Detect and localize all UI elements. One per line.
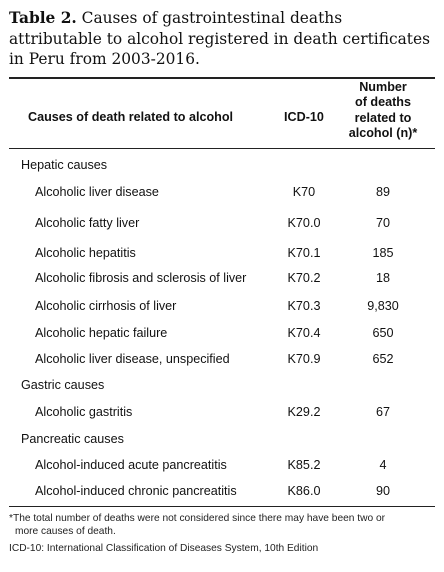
row-icd: K85.2 bbox=[287, 458, 321, 472]
row-icd: K70.9 bbox=[287, 352, 321, 366]
table-title: Causes of gastrointestinal deaths attrib… bbox=[9, 9, 430, 68]
header-number-of-deaths: Number of deaths related to alcohol (n)* bbox=[338, 80, 428, 142]
row-count: 90 bbox=[375, 484, 390, 498]
row-cause: Alcoholic liver disease, unspecified bbox=[35, 352, 230, 366]
row-count: 185 bbox=[372, 246, 394, 260]
row-icd: K70.0 bbox=[287, 216, 321, 230]
row-count: 89 bbox=[375, 185, 390, 199]
row-count: 650 bbox=[372, 326, 394, 340]
header-cause: Causes of death related to alcohol bbox=[28, 110, 234, 124]
table-number: Table 2. bbox=[9, 9, 77, 27]
header-n-line1: Number bbox=[359, 80, 407, 94]
row-icd: K70 bbox=[292, 185, 316, 199]
group-label-hepatic: Hepatic causes bbox=[21, 158, 108, 172]
row-count: 652 bbox=[372, 352, 394, 366]
row-cause: Alcoholic liver disease bbox=[35, 185, 159, 199]
footnote-icd: ICD-10: International Classification of … bbox=[9, 543, 319, 554]
table-caption: Table 2. Causes of gastrointestinal deat… bbox=[9, 8, 437, 70]
row-count: 67 bbox=[375, 405, 390, 419]
header-rule bbox=[9, 148, 435, 149]
row-cause: Alcoholic hepatitis bbox=[35, 246, 136, 260]
header-icd: ICD-10 bbox=[284, 110, 324, 124]
header-n-line2: of deaths bbox=[355, 95, 411, 110]
header-n-line3: related to bbox=[354, 110, 412, 125]
row-count: 18 bbox=[375, 271, 390, 285]
footnote-total-line1: *The total number of deaths were not con… bbox=[9, 513, 386, 524]
row-cause: Alcoholic fatty liver bbox=[35, 216, 140, 230]
group-label-pancreatic: Pancreatic causes bbox=[21, 432, 124, 446]
header-n-line4: alcohol (n)* bbox=[348, 126, 418, 141]
row-cause: Alcohol-induced chronic pancreatitis bbox=[35, 484, 237, 498]
row-icd: K70.4 bbox=[287, 326, 321, 340]
row-cause: Alcoholic cirrhosis of liver bbox=[35, 299, 177, 313]
row-icd: K70.2 bbox=[287, 271, 321, 285]
row-count: 9,830 bbox=[367, 299, 399, 313]
top-rule bbox=[9, 77, 435, 79]
row-count: 70 bbox=[375, 216, 390, 230]
row-cause: Alcohol-induced acute pancreatitis bbox=[35, 458, 227, 472]
row-count: 4 bbox=[379, 458, 387, 472]
row-cause: Alcoholic gastritis bbox=[35, 405, 133, 419]
row-icd: K29.2 bbox=[287, 405, 321, 419]
row-cause: Alcoholic hepatic failure bbox=[35, 326, 168, 340]
row-icd: K70.3 bbox=[287, 299, 321, 313]
footnote-total-line2: more causes of death. bbox=[15, 526, 116, 537]
footnote-total: *The total number of deaths were not con… bbox=[9, 512, 435, 538]
row-icd: K86.0 bbox=[287, 484, 321, 498]
bottom-rule bbox=[9, 506, 435, 507]
row-cause: Alcoholic fibrosis and sclerosis of live… bbox=[35, 271, 247, 285]
group-label-gastric: Gastric causes bbox=[21, 378, 105, 392]
row-icd: K70.1 bbox=[287, 246, 321, 260]
